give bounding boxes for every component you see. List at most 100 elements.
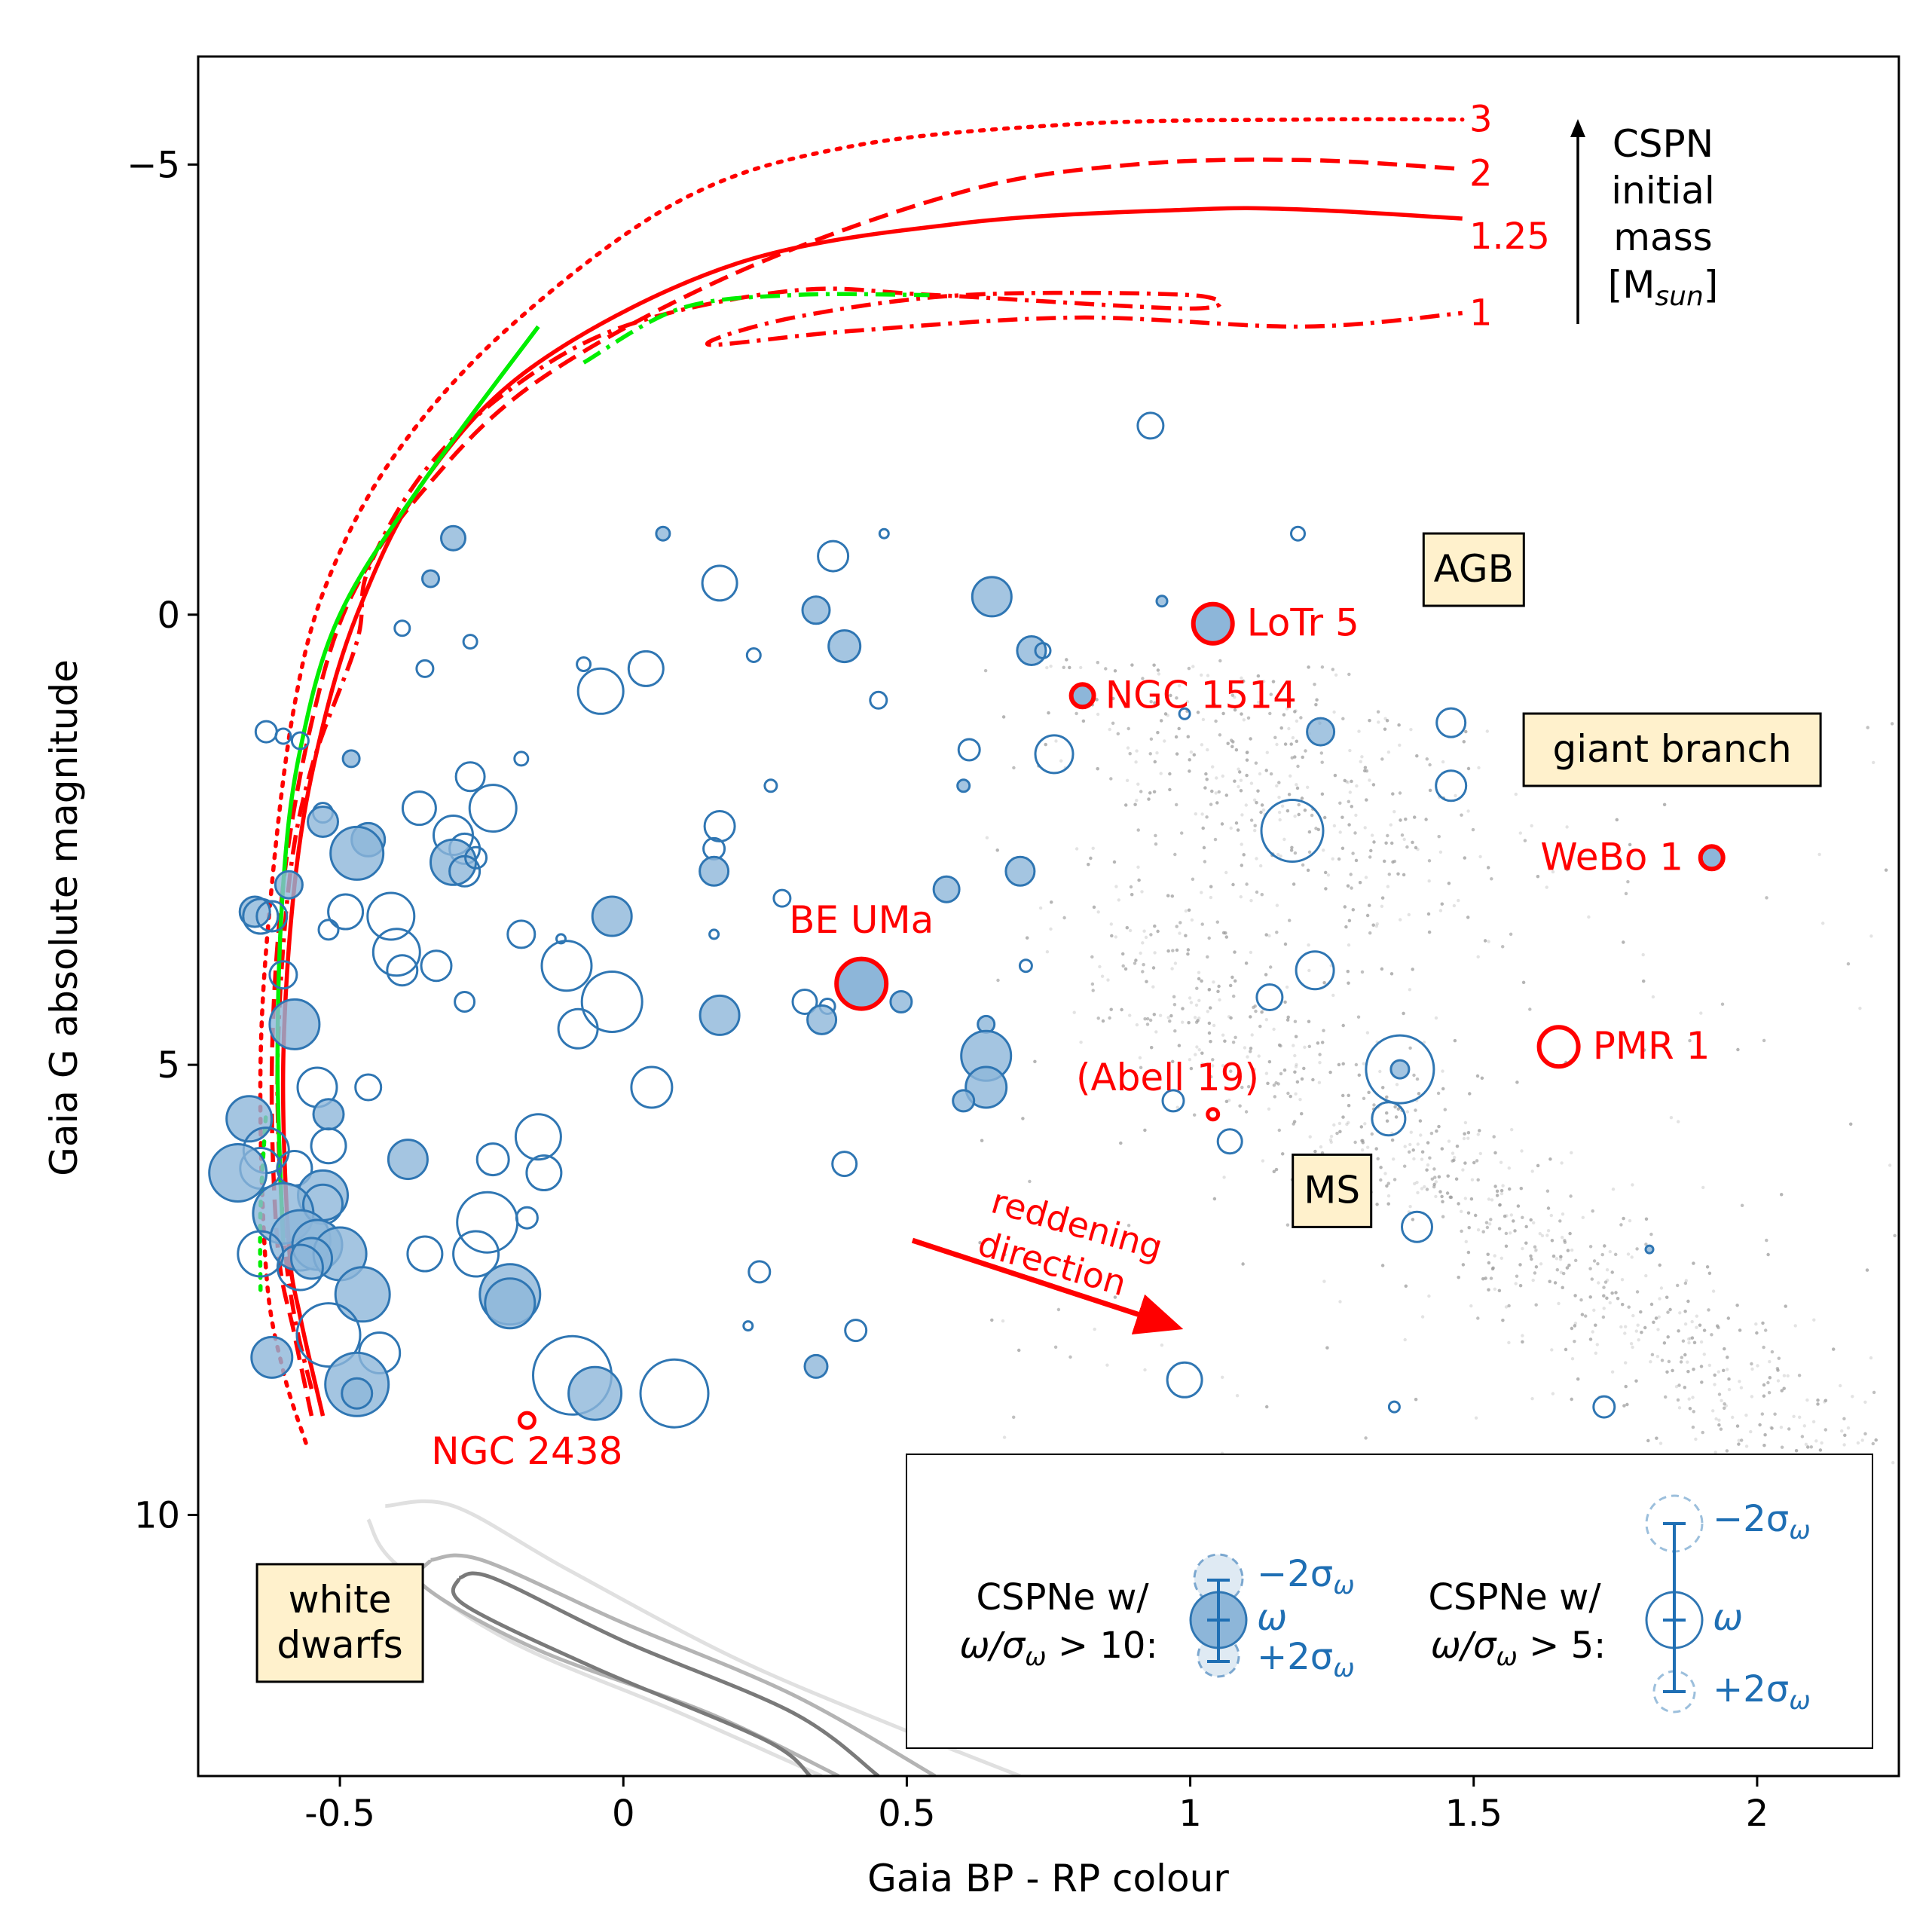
field-star: [1178, 931, 1182, 935]
field-star: [1241, 1262, 1245, 1266]
field-star: [1287, 793, 1292, 796]
field-star: [1409, 1130, 1414, 1134]
field-star: [1737, 1438, 1741, 1442]
field-star: [1872, 1390, 1876, 1395]
field-star: [1784, 1304, 1787, 1308]
field-star: [1425, 1168, 1429, 1172]
field-star: [1389, 972, 1394, 976]
field-star: [1769, 1426, 1773, 1429]
field-star: [1171, 1059, 1175, 1064]
field-star: [1289, 742, 1293, 746]
field-star: [1363, 769, 1367, 773]
field-star: [1295, 739, 1299, 743]
field-star: [1603, 1280, 1608, 1284]
named-pn-marker: [1698, 844, 1726, 872]
field-star: [1529, 1218, 1533, 1222]
field-star: [1411, 840, 1414, 845]
field-star: [1723, 1347, 1726, 1351]
field-star: [1188, 769, 1191, 773]
field-star: [1344, 925, 1348, 929]
field-star: [1307, 830, 1312, 834]
field-star: [1294, 1092, 1298, 1096]
field-star: [1602, 1294, 1606, 1298]
field-star: [1702, 1328, 1707, 1332]
field-star: [1391, 792, 1395, 796]
field-star: [1615, 818, 1619, 822]
field-star: [1375, 1203, 1379, 1206]
field-star: [1622, 940, 1625, 944]
field-star: [1361, 1141, 1365, 1145]
field-star: [1408, 1150, 1411, 1154]
field-star: [1255, 801, 1258, 805]
field-star: [1629, 1342, 1634, 1346]
field-star: [1700, 1380, 1704, 1384]
field-star: [1240, 813, 1244, 817]
field-star: [1317, 1081, 1322, 1084]
field-star: [1320, 665, 1325, 669]
field-star: [1487, 1288, 1490, 1292]
field-star: [1285, 1018, 1290, 1022]
field-star: [1495, 1194, 1499, 1197]
field-star: [1644, 1217, 1649, 1221]
field-star: [1337, 1062, 1341, 1067]
field-star: [1411, 1148, 1415, 1152]
field-star: [1463, 856, 1467, 860]
field-star: [1211, 1058, 1215, 1062]
field-star: [1154, 842, 1158, 846]
field-star: [1292, 1120, 1297, 1123]
field-star: [1602, 1307, 1606, 1310]
field-star: [1264, 769, 1268, 772]
field-star: [1114, 935, 1118, 939]
field-star: [1266, 1081, 1270, 1086]
field-star: [1719, 1427, 1723, 1431]
field-star: [1429, 1131, 1434, 1136]
field-star: [996, 978, 1000, 983]
field-star: [1649, 1232, 1653, 1237]
field-star: [1414, 1398, 1418, 1402]
field-star: [1053, 1345, 1058, 1350]
field-star: [1793, 1324, 1797, 1328]
field-star: [1720, 1399, 1723, 1403]
field-star: [1780, 1193, 1784, 1197]
field-star: [1504, 1305, 1509, 1309]
field-star: [1658, 1263, 1662, 1267]
field-star: [1341, 1023, 1345, 1028]
field-star: [1561, 1285, 1564, 1290]
field-star: [1300, 1077, 1304, 1081]
field-star: [1277, 781, 1281, 784]
field-star: [1717, 1370, 1720, 1374]
field-star: [1375, 1203, 1379, 1206]
field-star: [1259, 864, 1263, 868]
field-star: [1463, 1132, 1466, 1136]
field-star: [1234, 979, 1237, 983]
field-star: [1441, 1087, 1445, 1091]
field-star: [1655, 1436, 1658, 1440]
field-star: [1692, 1410, 1695, 1414]
field-star: [1347, 799, 1351, 804]
field-star: [1141, 941, 1145, 945]
field-star: [1581, 1215, 1585, 1220]
field-star: [1307, 665, 1310, 669]
field-star: [1273, 735, 1277, 739]
field-star: [1202, 845, 1206, 850]
cspn-point: [250, 1335, 294, 1379]
field-star: [1460, 813, 1463, 817]
field-star: [1109, 1007, 1113, 1011]
field-star: [1374, 1147, 1378, 1151]
field-star: [1489, 1218, 1493, 1221]
field-star: [1398, 791, 1402, 795]
field-star: [1758, 1423, 1762, 1427]
field-star: [1481, 1277, 1485, 1281]
field-star: [1289, 742, 1293, 746]
field-star: [1282, 713, 1286, 717]
field-star: [1234, 979, 1237, 983]
field-star: [1425, 757, 1429, 761]
field-star: [1145, 980, 1148, 983]
field-star: [1244, 1110, 1249, 1114]
field-star: [1519, 1187, 1524, 1191]
field-star: [1196, 711, 1200, 714]
field-star: [1389, 972, 1394, 976]
field-star: [1347, 919, 1352, 923]
field-star: [1462, 740, 1466, 744]
field-star: [1351, 908, 1356, 912]
